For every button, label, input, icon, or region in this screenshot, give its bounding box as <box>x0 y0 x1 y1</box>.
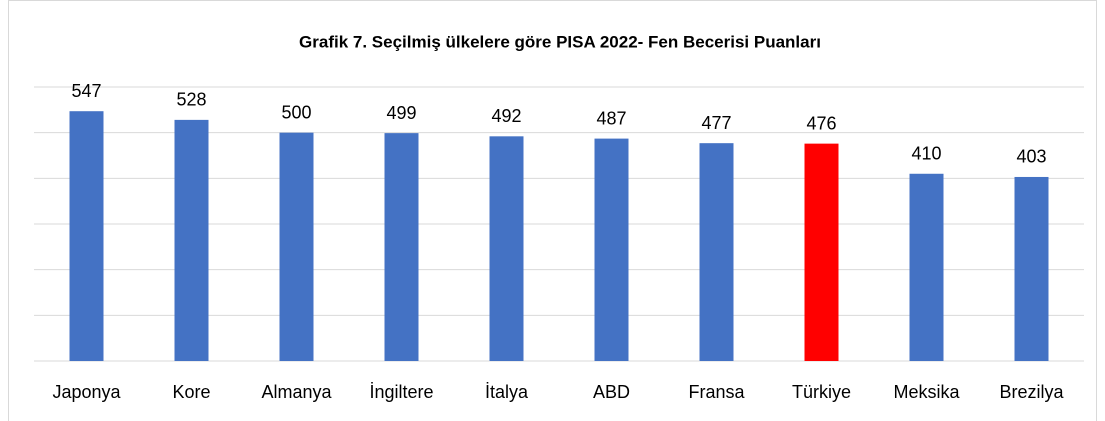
x-tick-label: ABD <box>593 382 630 402</box>
value-label: 547 <box>71 81 101 101</box>
value-label: 500 <box>281 102 311 122</box>
value-label: 487 <box>596 108 626 128</box>
bar <box>69 111 104 361</box>
x-tick-label: Brezilya <box>999 382 1064 402</box>
x-tick-label: İtalya <box>485 382 529 402</box>
x-tick-label: Türkiye <box>792 382 851 402</box>
bar <box>594 138 629 361</box>
value-label: 499 <box>386 103 416 123</box>
bar <box>489 136 524 361</box>
bar <box>174 119 209 361</box>
x-tick-label: Japonya <box>52 382 121 402</box>
bar <box>699 143 734 361</box>
bar <box>384 133 419 361</box>
bar <box>909 173 944 361</box>
x-tick-label: Meksika <box>893 382 960 402</box>
chart-title: Grafik 7. Seçilmiş ülkelere göre PISA 20… <box>299 32 821 51</box>
value-label: 476 <box>806 113 836 133</box>
value-label: 403 <box>1016 147 1046 167</box>
bar <box>804 143 839 361</box>
x-tick-label: İngiltere <box>369 382 433 402</box>
bar <box>279 132 314 361</box>
x-tick-label: Kore <box>172 382 210 402</box>
x-tick-label: Fransa <box>688 382 745 402</box>
value-label: 528 <box>176 90 206 110</box>
bar <box>1014 176 1049 361</box>
value-label: 410 <box>911 144 941 164</box>
value-label: 492 <box>491 106 521 126</box>
x-tick-label: Almanya <box>261 382 332 402</box>
value-label: 477 <box>701 113 731 133</box>
